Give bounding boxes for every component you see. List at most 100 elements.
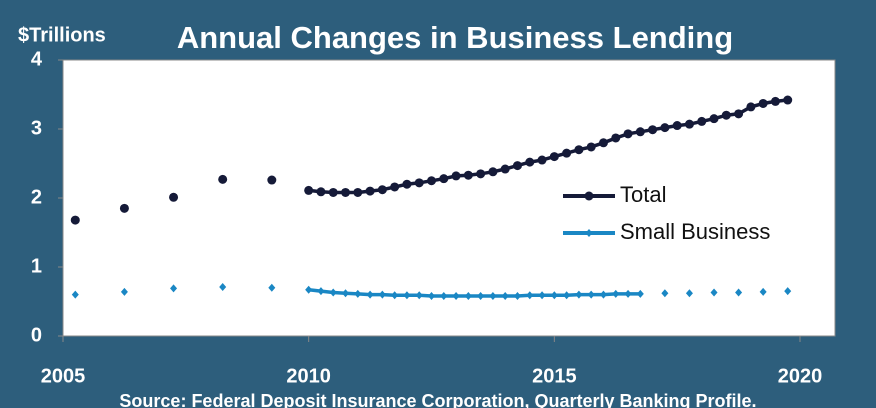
data-point: [476, 169, 486, 179]
data-point: [685, 289, 693, 298]
data-point: [563, 291, 571, 300]
data-point: [549, 152, 559, 162]
data-point: [391, 291, 399, 300]
data-point: [439, 174, 449, 184]
data-point: [746, 102, 756, 112]
data-point: [598, 138, 608, 148]
y-tick-label: 1: [31, 255, 42, 277]
data-point: [70, 215, 80, 225]
data-point: [342, 289, 350, 298]
data-point: [328, 187, 338, 197]
data-point: [525, 157, 535, 167]
data-point: [390, 182, 400, 192]
data-point: [513, 291, 521, 300]
data-point: [316, 187, 326, 197]
data-point: [784, 287, 792, 296]
legend-marker: [584, 191, 594, 201]
data-point: [538, 291, 546, 300]
data-point: [660, 123, 670, 133]
data-point: [612, 289, 620, 298]
legend-marker: [585, 229, 593, 237]
data-point: [365, 186, 375, 196]
data-point: [648, 125, 658, 135]
data-point: [219, 283, 227, 292]
data-point: [623, 129, 633, 139]
data-point: [304, 185, 314, 195]
data-point: [587, 290, 595, 299]
data-point: [464, 291, 472, 300]
data-point: [684, 119, 694, 129]
data-point: [305, 285, 313, 294]
data-point: [562, 148, 572, 158]
data-point: [415, 291, 423, 300]
data-point: [402, 179, 412, 189]
data-point: [586, 142, 596, 152]
y-tick-label: 3: [31, 117, 42, 139]
data-point: [451, 171, 461, 181]
data-point: [354, 289, 362, 298]
data-point: [353, 187, 363, 197]
data-point: [500, 164, 510, 174]
data-point: [537, 155, 547, 165]
x-tick-label: 2010: [286, 365, 331, 387]
data-point: [759, 287, 767, 296]
data-point: [635, 127, 645, 137]
data-point: [734, 109, 744, 119]
data-point: [169, 192, 179, 202]
data-point: [599, 290, 607, 299]
data-point: [268, 283, 276, 292]
data-point: [709, 114, 719, 124]
legend-label: Small Business: [620, 219, 770, 244]
data-point: [170, 284, 178, 293]
data-point: [636, 289, 644, 298]
x-tick-label: 2020: [778, 365, 823, 387]
data-point: [317, 287, 325, 296]
data-point: [735, 288, 743, 297]
data-point: [427, 176, 436, 186]
data-point: [267, 175, 277, 185]
data-point: [329, 288, 337, 297]
data-point: [721, 110, 731, 120]
data-point: [71, 290, 79, 299]
data-point: [758, 98, 768, 108]
y-tick-label: 0: [31, 324, 42, 346]
data-point: [501, 291, 509, 300]
data-point: [783, 95, 793, 105]
data-point: [489, 291, 497, 300]
data-point: [428, 291, 435, 300]
y-tick-label: 2: [31, 186, 42, 208]
data-point: [403, 291, 411, 300]
data-point: [477, 291, 485, 300]
data-point: [624, 289, 632, 298]
data-point: [512, 161, 522, 171]
y-axis-label: $Trillions: [18, 24, 106, 46]
data-point: [488, 167, 498, 177]
data-point: [575, 290, 583, 299]
data-point: [574, 145, 584, 155]
legend-label: Total: [620, 182, 666, 207]
data-point: [770, 96, 780, 106]
data-point: [378, 290, 386, 299]
data-point: [710, 288, 718, 297]
data-point: [341, 187, 351, 197]
data-point: [526, 291, 534, 300]
data-point: [697, 116, 707, 126]
data-point: [120, 287, 128, 296]
data-point: [661, 289, 669, 298]
data-point: [440, 291, 448, 300]
data-point: [463, 170, 473, 180]
plot-area: [62, 59, 836, 337]
y-tick-label: 4: [31, 48, 43, 70]
data-point: [218, 174, 228, 184]
chart-title: Annual Changes in Business Lending: [177, 20, 733, 55]
data-point: [452, 291, 460, 300]
data-point: [366, 290, 374, 299]
data-point: [377, 185, 387, 195]
data-point: [672, 121, 682, 131]
data-point: [414, 178, 424, 188]
data-point: [119, 203, 129, 213]
source-note: Source: Federal Deposit Insurance Corpor…: [119, 391, 756, 408]
x-tick-label: 2015: [532, 365, 577, 387]
